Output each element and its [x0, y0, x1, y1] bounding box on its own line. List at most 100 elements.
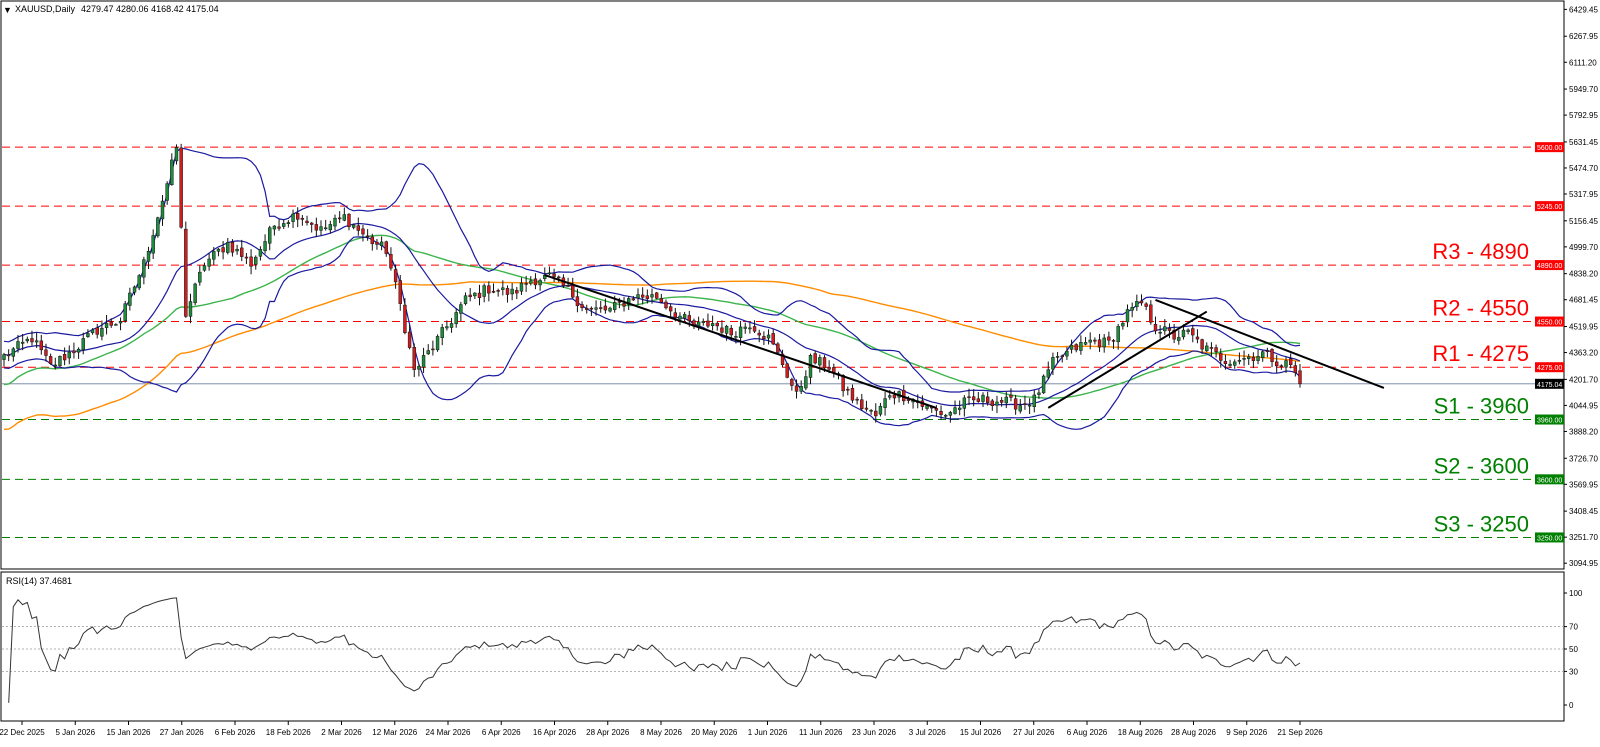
candle-body [813, 353, 817, 364]
candle-body [123, 303, 127, 322]
candle-body [445, 326, 449, 329]
candle-body [286, 222, 291, 224]
candle-body [296, 213, 300, 220]
candle-body [981, 394, 985, 402]
trendline [544, 274, 937, 409]
candle-body [874, 410, 878, 417]
candle-body [1097, 339, 1102, 348]
date-tick-label: 20 May 2026 [691, 728, 738, 737]
candle-body [1274, 361, 1279, 367]
candle-body [1233, 361, 1237, 366]
candle-body [515, 290, 519, 294]
date-tick-label: 11 Jun 2026 [799, 728, 843, 737]
candle-body [421, 355, 426, 368]
candle-body [2, 354, 6, 360]
candle-body [822, 357, 827, 369]
candle-body [1247, 356, 1251, 359]
candle-body [118, 321, 123, 324]
level-tag-s2 [1535, 474, 1564, 485]
candle-body [1051, 357, 1055, 370]
candle-body [351, 224, 356, 228]
level-tag-text: 5600.00 [1537, 145, 1562, 152]
candle-body [1251, 356, 1256, 361]
date-tick-label: 23 Jun 2026 [852, 728, 897, 737]
candle-body [67, 351, 71, 359]
candle-body [799, 386, 803, 392]
candle-body [995, 401, 999, 406]
candle-body [487, 285, 491, 294]
candle-body [39, 340, 43, 351]
candle-body [860, 399, 864, 409]
candle-body [179, 147, 183, 228]
price-tick-label: 4519.95 [1569, 323, 1598, 332]
candle-body [132, 286, 137, 293]
candle-body [682, 314, 687, 319]
date-tick-label: 15 Jan 2026 [106, 728, 151, 737]
candle-body [174, 147, 179, 162]
price-tick-label: 6111.20 [1569, 58, 1597, 67]
price-tick-label: 5792.95 [1569, 111, 1598, 120]
candle-body [468, 294, 472, 298]
candle-body [999, 400, 1004, 403]
candle-body [617, 301, 622, 303]
level-label-r3: R3 - 4890 [1432, 239, 1529, 264]
candle-body [1177, 337, 1181, 341]
candle-body [188, 301, 193, 317]
level-tag-text: 4550.00 [1537, 320, 1562, 327]
candle-body [1130, 306, 1134, 311]
candle-body [212, 251, 216, 260]
candle-body [645, 295, 650, 299]
candle-body [1139, 300, 1144, 304]
candle-body [1088, 339, 1092, 343]
candle-body [1284, 360, 1288, 368]
level-label-r2: R2 - 4550 [1432, 296, 1529, 321]
candle-body [724, 325, 729, 334]
candle-body [673, 312, 678, 318]
candle-body [566, 285, 570, 287]
level-tag-l5245 [1535, 201, 1564, 212]
candle-body [869, 409, 873, 412]
candle-body [342, 214, 347, 221]
level-tag-s3 [1535, 532, 1564, 543]
candle-body [1111, 340, 1116, 342]
price-tick-label: 5631.45 [1569, 138, 1598, 147]
candle-body [1237, 360, 1242, 362]
price-tick-label: 6267.95 [1569, 32, 1598, 41]
candle-body [333, 217, 337, 227]
candle-body [62, 354, 67, 361]
candle-body [547, 272, 552, 275]
triangle-down-icon[interactable]: ▼ [3, 5, 12, 15]
candle-body [361, 228, 365, 235]
candle-body [482, 285, 486, 297]
candle-body [575, 296, 580, 306]
candle-body [305, 220, 309, 224]
price-tick-label: 4201.70 [1569, 375, 1598, 384]
candle-body [337, 217, 342, 220]
candle-body [636, 294, 640, 299]
candle-body [557, 276, 561, 279]
date-tick-label: 6 Aug 2026 [1067, 728, 1108, 737]
price-tick-label: 4363.20 [1569, 349, 1598, 358]
candle-body [1186, 329, 1190, 332]
candle-body [580, 304, 584, 309]
candle-body [771, 333, 775, 345]
candle-body [976, 398, 981, 402]
candle-body [407, 331, 412, 348]
candle-body [272, 225, 277, 230]
candle-body [226, 242, 230, 253]
candle-body [319, 226, 323, 231]
date-tick-label: 9 Sep 2026 [1226, 728, 1267, 737]
level-label-r1: R1 - 4275 [1432, 341, 1529, 366]
date-tick-label: 28 Aug 2026 [1171, 728, 1216, 737]
candle-body [953, 407, 957, 414]
candle-body [240, 247, 244, 257]
date-tick-label: 27 Jul 2026 [1013, 728, 1055, 737]
candle-body [934, 408, 939, 411]
candle-body [944, 415, 948, 417]
chart-ohlc: 4279.47 4280.06 4168.42 4175.04 [81, 4, 219, 14]
candle-body [1032, 394, 1036, 407]
trendline [1047, 310, 1208, 409]
last-price-tag [1535, 378, 1564, 389]
